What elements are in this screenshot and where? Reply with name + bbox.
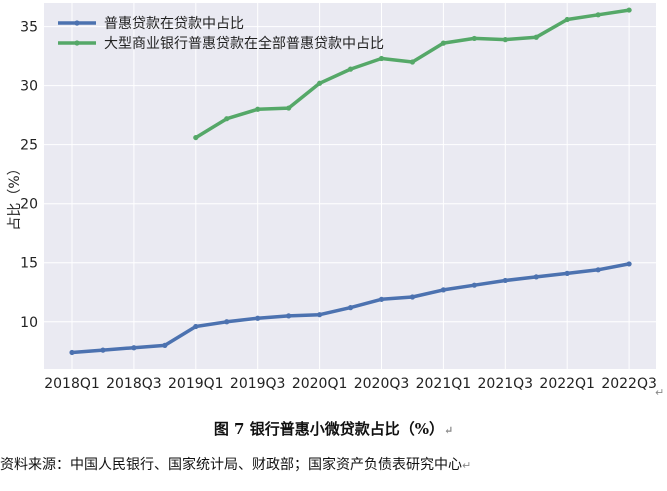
data-point xyxy=(255,106,261,112)
y-axis-title: 占比（%） xyxy=(7,161,23,230)
data-point xyxy=(162,342,168,348)
x-tick-label: 2019Q3 xyxy=(230,376,286,392)
data-point xyxy=(317,80,323,86)
series-layer xyxy=(69,7,632,356)
data-point xyxy=(224,319,230,325)
y-tick-label: 20 xyxy=(20,197,38,213)
plot-background xyxy=(44,3,656,369)
data-point xyxy=(409,294,416,300)
data-point xyxy=(440,287,446,293)
source-return-mark: ↵ xyxy=(462,459,472,472)
data-point xyxy=(533,274,539,280)
x-tick-label: 2020Q3 xyxy=(354,376,410,392)
data-point xyxy=(595,267,601,273)
data-point xyxy=(533,34,539,40)
data-point xyxy=(317,312,323,318)
y-tick-label: 30 xyxy=(20,79,38,95)
caption-return-mark: ↵ xyxy=(443,424,454,437)
x-tick-label: 2020Q1 xyxy=(292,376,348,392)
data-point xyxy=(502,277,508,284)
data-point xyxy=(193,323,199,330)
legend-label: 普惠贷款在贷款中占比 xyxy=(104,16,244,32)
data-point xyxy=(224,116,230,122)
data-point xyxy=(502,37,508,43)
source-text: 资料来源：中国人民银行、国家统计局、财政部；国家资产负债表研究中心 xyxy=(0,457,462,473)
x-tick-label: 2022Q3 xyxy=(601,376,657,392)
x-tick-label: 2021Q1 xyxy=(416,376,472,392)
data-point xyxy=(378,296,385,302)
data-point xyxy=(471,35,477,42)
x-tick-label: 2022Q1 xyxy=(539,376,595,392)
data-point xyxy=(131,345,137,351)
legend-label: 大型商业银行普惠贷款在全部普惠贷款中占比 xyxy=(104,35,384,52)
y-axis: 10 15 20 25 30 35 xyxy=(20,20,38,331)
data-point xyxy=(564,270,570,276)
data-point xyxy=(378,55,385,62)
x-axis: 2018Q1 2018Q3 2019Q1 2019Q3 2020Q1 2020Q3 2021… xyxy=(44,376,657,392)
data-point xyxy=(564,16,570,23)
data-point xyxy=(286,105,292,111)
data-point xyxy=(255,315,261,321)
caption-text: 图 7 银行普惠小微贷款占比（%） xyxy=(213,420,444,438)
data-point xyxy=(626,261,632,267)
data-point xyxy=(626,7,632,13)
data-point xyxy=(347,305,354,311)
y-tick-label: 25 xyxy=(20,138,38,154)
data-point xyxy=(595,12,601,18)
data-point xyxy=(440,40,446,46)
y-tick-label: 10 xyxy=(20,315,38,331)
figure-caption: 图 7 银行普惠小微贷款占比（%）↵ xyxy=(0,418,667,439)
y-tick-label: 15 xyxy=(20,256,38,272)
x-tick-label: 2019Q1 xyxy=(168,376,224,392)
grid xyxy=(44,3,656,369)
data-point xyxy=(409,59,416,65)
data-point xyxy=(347,66,354,72)
x-tick-label: 2021Q3 xyxy=(478,376,534,392)
margin-return-mark: ↵ xyxy=(655,386,665,399)
y-tick-label: 35 xyxy=(20,20,38,36)
legend-marker xyxy=(74,40,80,46)
legend-marker xyxy=(74,20,80,26)
x-tick-label: 2018Q3 xyxy=(106,376,162,392)
data-point xyxy=(69,349,75,356)
data-point xyxy=(100,347,106,353)
data-point xyxy=(286,313,292,319)
data-point xyxy=(471,282,477,288)
data-point xyxy=(193,134,199,141)
x-tick-label: 2018Q1 xyxy=(44,376,100,392)
source-note: 资料来源：中国人民银行、国家统计局、财政部；国家资产负债表研究中心↵ xyxy=(0,454,667,474)
